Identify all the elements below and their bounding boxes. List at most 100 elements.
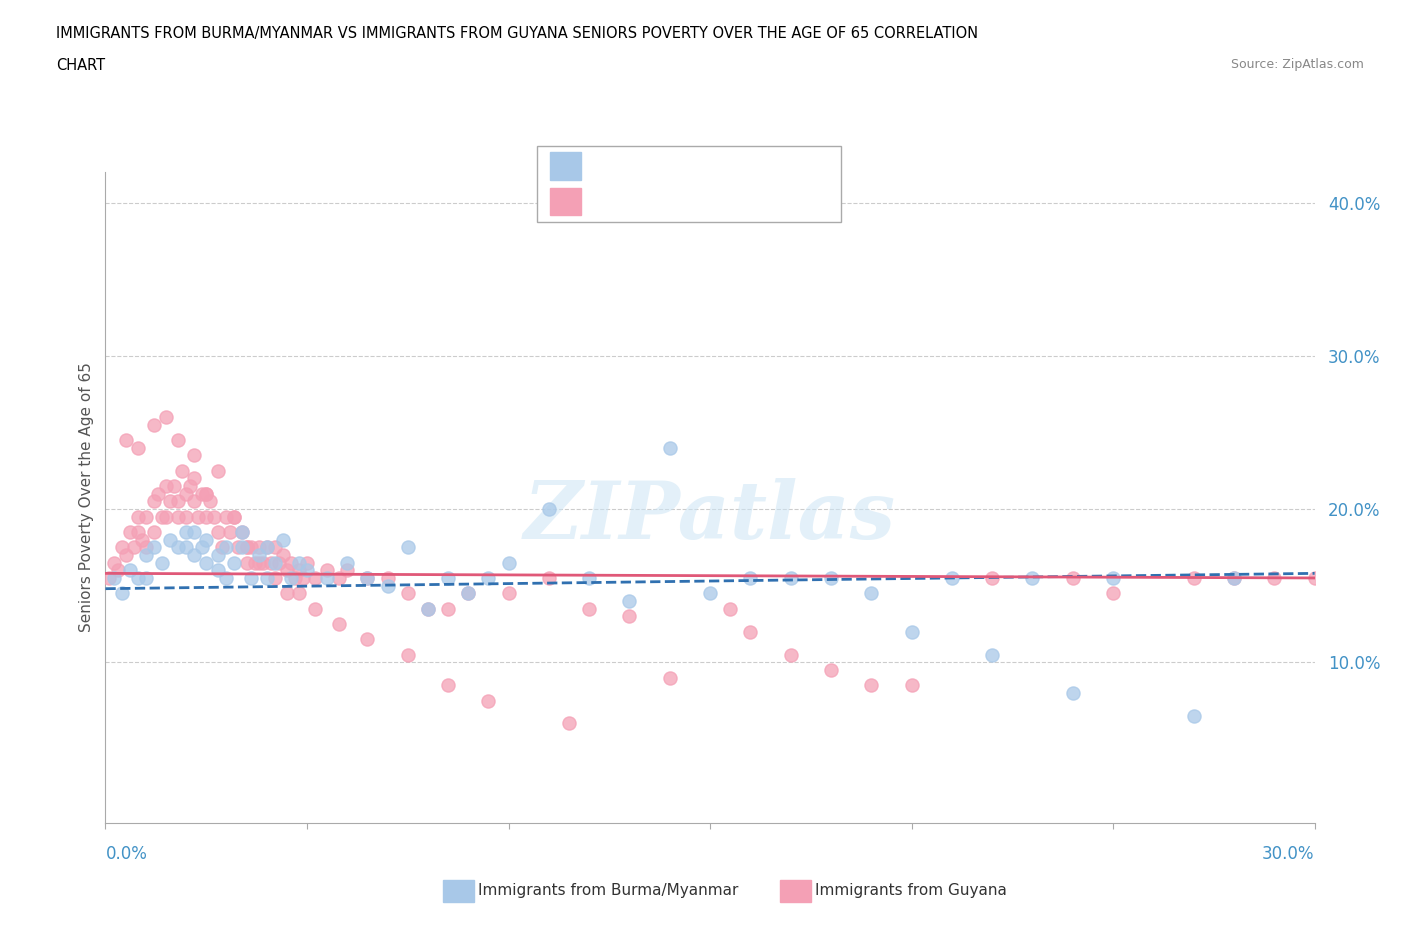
Point [183, 525, 205, 539]
Point [110, 540, 132, 555]
Point [142, 494, 165, 509]
Point [110, 586, 132, 601]
Point [981, 570, 1004, 585]
Point [167, 510, 190, 525]
Point [437, 601, 460, 616]
Point [127, 570, 149, 585]
Point [1182, 570, 1205, 585]
Point [187, 510, 209, 525]
Point [243, 555, 266, 570]
Point [267, 555, 290, 570]
Point [202, 510, 225, 525]
Bar [550, 153, 581, 179]
Point [271, 532, 294, 547]
Point [256, 570, 278, 585]
Point [98, 570, 121, 585]
Point [699, 586, 721, 601]
Point [167, 494, 190, 509]
Point [146, 486, 169, 501]
Bar [550, 188, 581, 216]
Point [135, 510, 157, 525]
Point [170, 463, 193, 478]
Point [356, 570, 378, 585]
Point [377, 578, 399, 593]
Point [304, 601, 326, 616]
Point [200, 494, 222, 509]
Text: R =  0.027  N = 60: R = 0.027 N = 60 [592, 157, 772, 175]
Point [174, 486, 197, 501]
Point [256, 540, 278, 555]
Point [135, 540, 157, 555]
Point [183, 471, 205, 485]
Point [263, 540, 285, 555]
Point [437, 678, 460, 693]
Point [558, 716, 581, 731]
Point [252, 555, 274, 570]
Point [477, 693, 499, 708]
Point [195, 486, 218, 501]
Point [114, 432, 136, 447]
Text: R = -0.008  N = 111: R = -0.008 N = 111 [592, 193, 782, 210]
Point [457, 586, 479, 601]
Point [396, 586, 419, 601]
Point [191, 540, 214, 555]
Point [215, 510, 238, 525]
Point [1182, 709, 1205, 724]
Text: 0.0%: 0.0% [105, 844, 148, 863]
Point [179, 479, 201, 494]
Point [316, 570, 339, 585]
Point [183, 548, 205, 563]
Point [288, 555, 311, 570]
Point [260, 555, 283, 570]
Point [150, 510, 173, 525]
Point [207, 548, 229, 563]
Point [779, 647, 801, 662]
Point [941, 570, 963, 585]
Point [239, 570, 262, 585]
Point [247, 548, 270, 563]
Point [114, 548, 136, 563]
Text: Immigrants from Guyana: Immigrants from Guyana [815, 884, 1007, 898]
Point [304, 570, 326, 585]
Point [396, 647, 419, 662]
Text: 30.0%: 30.0% [1263, 844, 1315, 863]
Text: ZIPatlas: ZIPatlas [524, 478, 896, 556]
Point [900, 678, 922, 693]
Point [437, 570, 460, 585]
Point [235, 540, 257, 555]
Point [1223, 570, 1246, 585]
Point [271, 548, 294, 563]
Point [263, 555, 285, 570]
Point [159, 494, 181, 509]
Point [416, 601, 439, 616]
Point [215, 570, 238, 585]
Point [224, 510, 246, 525]
Point [820, 662, 842, 677]
Point [135, 548, 157, 563]
Point [377, 570, 399, 585]
Point [224, 510, 246, 525]
Point [103, 555, 125, 570]
Point [658, 671, 681, 685]
Point [280, 570, 302, 585]
Text: IMMIGRANTS FROM BURMA/MYANMAR VS IMMIGRANTS FROM GUYANA SENIORS POVERTY OVER THE: IMMIGRANTS FROM BURMA/MYANMAR VS IMMIGRA… [56, 26, 979, 41]
Point [316, 563, 339, 578]
Point [578, 601, 600, 616]
Point [498, 586, 520, 601]
Point [155, 479, 177, 494]
Point [718, 601, 741, 616]
Point [276, 586, 298, 601]
Point [779, 570, 801, 585]
Point [235, 540, 257, 555]
Point [155, 510, 177, 525]
Point [288, 586, 311, 601]
Point [183, 494, 205, 509]
Point [356, 631, 378, 646]
Point [537, 501, 560, 516]
Point [416, 601, 439, 616]
Point [142, 525, 165, 539]
Point [183, 448, 205, 463]
Point [477, 570, 499, 585]
Point [107, 563, 129, 578]
Point [619, 593, 641, 608]
